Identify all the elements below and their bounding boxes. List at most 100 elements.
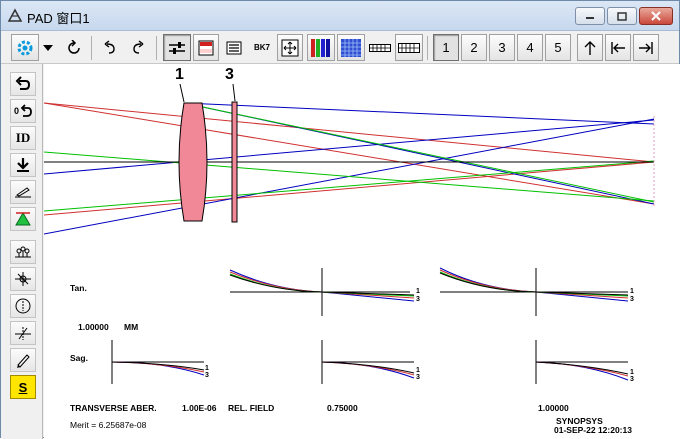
triangle-button[interactable] [10,207,36,231]
up-button[interactable] [577,34,603,61]
close-icon [651,11,661,21]
redo-arrow-icon [133,39,144,54]
undo-arrow-icon [104,39,115,54]
download-button[interactable] [10,153,36,177]
program-name: SYNOPSYS [556,416,603,426]
tilt-button[interactable] [10,321,36,345]
lens-element [178,102,208,222]
color-bars-button[interactable] [307,34,335,61]
grid-icon [369,43,391,52]
sag-curve-black [111,361,205,371]
app-icon [7,8,23,22]
field-value-2: 1.00000 [538,403,569,413]
id-button[interactable]: ID [10,126,36,150]
ray-red-bottom [44,161,655,216]
scale-unit: MM [124,322,139,332]
edit-button[interactable] [10,180,36,204]
tan-plot-2 [439,267,629,316]
grid2-button[interactable] [395,34,423,61]
sag1-tag-3: 3 [205,372,209,379]
lens-button[interactable] [10,240,36,264]
gear-icon [17,40,33,55]
grid1-button[interactable] [367,34,393,61]
s-button[interactable]: S [10,375,36,399]
color-table-button[interactable] [193,34,219,61]
sag-curve-black [535,361,629,375]
zero-undo-label: 0 [13,106,19,116]
window-title: PAD 窗口1 [27,11,90,26]
aber-title: TRANSVERSE ABER. [70,403,157,413]
restore-icon [617,11,627,21]
list-button[interactable] [221,34,247,61]
merit-value: Merit = 6.25687e-08 [70,420,147,430]
lens-plot [44,83,655,384]
page-4-button[interactable]: 4 [517,34,543,61]
separator [427,36,428,60]
gear-dropdown[interactable] [39,34,57,61]
title-bar: PAD 窗口1 [1,1,679,31]
timestamp: 01-SEP-22 12:20:13 [554,425,632,435]
tan-curve-black [229,274,415,296]
field-label: REL. FIELD [228,403,275,413]
page-2-button[interactable]: 2 [461,34,487,61]
tilt-icon [15,327,31,340]
minimize-button[interactable] [575,7,605,25]
undo-button[interactable] [97,34,123,61]
fit-icon [281,39,299,56]
first-button[interactable] [605,34,631,61]
close-button[interactable] [639,7,673,25]
restore-button[interactable] [607,7,637,25]
sliders-button[interactable] [163,34,191,61]
fit-button[interactable] [277,34,303,61]
ray-green-mid [183,102,655,203]
undo-icon [15,76,31,90]
chevron-down-icon [43,44,53,51]
zero-undo-icon [20,104,32,117]
plot-canvas: 1 3 Tan. Sag. 1 3 1 3 1 3 1 3 1 3 1.0000… [44,64,680,439]
ray-blue-top [44,119,655,175]
axis-icon [15,272,31,286]
ray-green-top [44,151,655,202]
tan2-tag-3: 3 [630,296,634,303]
tan-plot-1 [229,268,415,316]
pencil-icon [17,354,30,368]
surface-label-3: 3 [225,66,234,83]
surface-label-1: 1 [175,66,184,83]
sag-curve-black [321,361,415,374]
ray-red-mid [44,102,655,163]
tan1-tag-3: 3 [416,296,420,303]
s-icon: S [18,379,28,395]
page-3-button[interactable]: 3 [489,34,515,61]
sag3-tag-1: 1 [630,369,634,376]
redo-button[interactable] [125,34,151,61]
surface-1-leader [179,83,185,103]
page-5-button[interactable]: 5 [545,34,571,61]
download-icon [17,158,29,172]
sag2-tag-3: 3 [416,374,420,381]
separator [91,36,92,60]
circle-button[interactable] [10,294,36,318]
spot-button[interactable] [337,34,365,61]
last-button[interactable] [633,34,659,61]
axis-button[interactable] [10,267,36,291]
sag3-tag-3: 3 [630,376,634,383]
zero-undo-button[interactable]: 0 [10,99,36,123]
window-element [231,101,238,223]
aber-value: 1.00E-06 [182,403,217,413]
pencil-button[interactable] [10,348,36,372]
list-icon [226,41,242,54]
tan-label: Tan. [70,283,87,293]
page-1-button[interactable]: 1 [433,34,459,61]
top-toolbar: BK7 [1,31,679,64]
gear-button[interactable] [11,34,39,61]
tan-curve-black [439,272,629,296]
tan2-tag-1: 1 [630,288,634,295]
sag-curve-red [535,361,629,377]
undo-left-button[interactable] [10,72,36,96]
refresh-button[interactable] [61,34,87,61]
glass-button[interactable]: BK7 [249,34,275,61]
sliders-icon [169,41,185,54]
minimize-icon [586,17,594,19]
circle-icon [15,298,31,314]
